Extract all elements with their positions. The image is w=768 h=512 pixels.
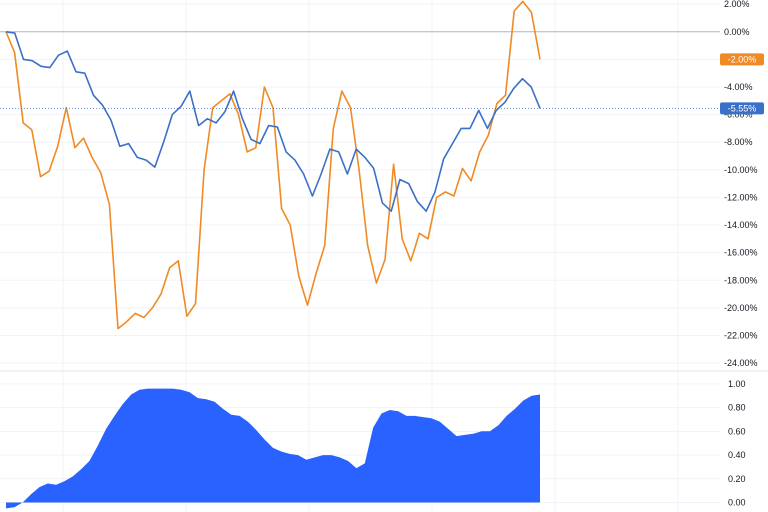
y-tick-label: 0.60 [728, 426, 746, 436]
y-tick-label: 0.80 [728, 403, 746, 413]
y-tick-label: 0.20 [728, 474, 746, 484]
y-tick-label: -16.00% [724, 248, 758, 258]
last-value-tag [720, 102, 764, 115]
y-tick-label: -14.00% [724, 220, 758, 230]
last-value-tag-label: -2.00% [728, 54, 757, 64]
y-tick-label: -24.00% [724, 358, 758, 368]
y-tick-label: -22.00% [724, 330, 758, 340]
y-tick-label: -18.00% [724, 275, 758, 285]
series-line-2 [5, 31, 541, 212]
top-pane-grid [0, 0, 720, 370]
top-pane-series [0, 0, 720, 330]
bottom-pane: 1.00 0.80 0.60 0.40 0.20 0.00 [0, 372, 746, 512]
y-tick-label: 2.00% [724, 0, 750, 9]
y-tick-label: -20.00% [724, 303, 758, 313]
series-line-1 [5, 0, 541, 330]
y-tick-label: 0.00 [728, 498, 746, 508]
last-value-tag [720, 53, 764, 66]
series-area-1 [6, 388, 540, 509]
top-pane: 2.00% 0.00% -2.00% -4.00% -6.00% -8.00% -10.00… [0, 0, 764, 370]
bottom-pane-y-axis: 1.00 0.80 0.60 0.40 0.20 0.00 [728, 379, 746, 508]
last-value-tags: -2.00% -5.55% [720, 53, 764, 115]
y-tick-label: -8.00% [724, 137, 753, 147]
y-tick-label: 1.00 [728, 379, 746, 389]
bottom-pane-series [6, 388, 540, 509]
y-tick-label: -10.00% [724, 165, 758, 175]
y-tick-label: -12.00% [724, 192, 758, 202]
y-tick-label: -6.00% [724, 110, 753, 120]
last-value-tag-label: -5.55% [728, 103, 757, 113]
y-tick-label: 0.40 [728, 450, 746, 460]
y-tick-label: 0.00% [724, 27, 750, 37]
y-tick-label: -4.00% [724, 82, 753, 92]
